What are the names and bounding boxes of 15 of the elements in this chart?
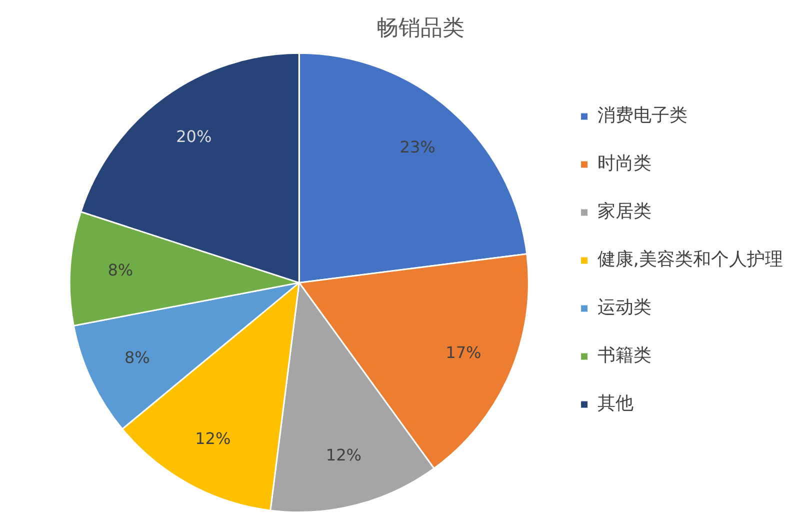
chart-title: 畅销品类 bbox=[376, 16, 464, 41]
legend-label: 时尚类 bbox=[597, 153, 652, 174]
data-label: 12% bbox=[326, 445, 362, 464]
data-label: 12% bbox=[195, 428, 231, 448]
legend-label: 消费电子类 bbox=[597, 105, 688, 126]
legend-label: 运动类 bbox=[597, 297, 652, 318]
legend-label: 其他 bbox=[597, 393, 634, 414]
legend-label: 健康,美容类和个人护理 bbox=[597, 249, 784, 270]
legend-label: 家居类 bbox=[597, 201, 652, 222]
data-label: 23% bbox=[400, 138, 436, 157]
data-label: 20% bbox=[176, 127, 212, 146]
data-label: 8% bbox=[124, 348, 150, 368]
data-label: 8% bbox=[108, 260, 134, 280]
data-label: 17% bbox=[446, 342, 482, 362]
legend-label: 书籍类 bbox=[597, 345, 652, 366]
